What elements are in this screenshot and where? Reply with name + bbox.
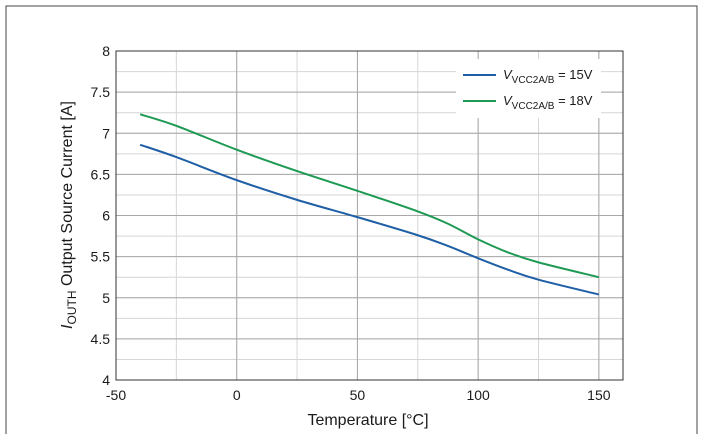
x-tick-label: 100 xyxy=(466,387,490,403)
y-tick-label: 6 xyxy=(102,208,110,224)
x-axis-label: Temperature [°C] xyxy=(307,412,428,429)
y-tick-label: 7 xyxy=(102,125,110,141)
x-tick-label: 0 xyxy=(233,387,241,403)
series-line-vcc-15v xyxy=(139,143,600,296)
figure-border xyxy=(5,5,698,434)
y-tick-label: 8 xyxy=(102,43,110,59)
legend: VVCC2A/B = 15V VVCC2A/B = 18V xyxy=(456,59,601,118)
y-tick-label: 5 xyxy=(102,290,110,306)
series-line-vcc-18v xyxy=(139,113,600,279)
y-tick-label: 6.5 xyxy=(91,166,111,182)
legend-entry-vcc-15v: VVCC2A/B = 15V xyxy=(503,67,593,86)
x-axis-ticks: -50 0 50 100 150 xyxy=(106,387,611,403)
y-tick-label: 5.5 xyxy=(91,249,111,265)
legend-box xyxy=(456,59,601,118)
x-tick-label: 150 xyxy=(587,387,611,403)
x-tick-label: -50 xyxy=(106,387,126,403)
y-axis-label: IOUTH Output Source Current [A] xyxy=(59,101,79,329)
x-tick-label: 50 xyxy=(350,387,366,403)
series-layer xyxy=(139,113,600,296)
y-tick-label: 4.5 xyxy=(91,331,111,347)
legend-entry-vcc-18v: VVCC2A/B = 18V xyxy=(503,93,593,112)
y-tick-label: 4 xyxy=(102,372,110,388)
y-axis-ticks: 4 4.5 5 5.5 6 6.5 7 7.5 8 xyxy=(91,43,111,388)
plot-area xyxy=(115,50,624,381)
y-tick-label: 7.5 xyxy=(91,84,111,100)
